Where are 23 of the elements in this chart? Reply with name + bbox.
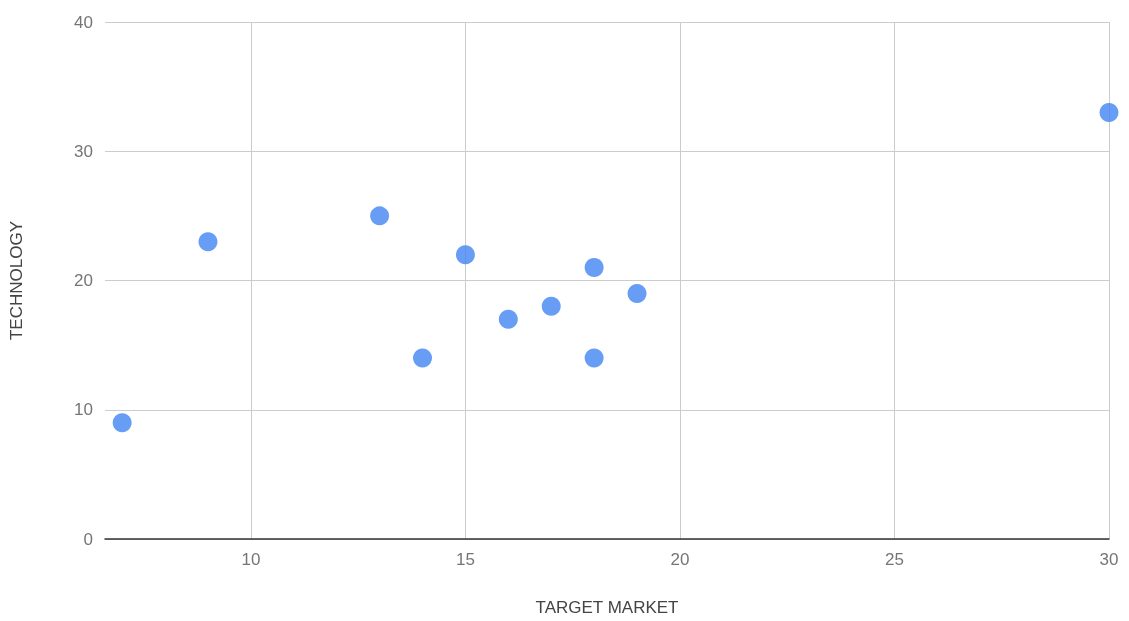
point (498, 309, 518, 329)
point (198, 232, 218, 252)
point (370, 206, 390, 226)
x-tick-label: 25 (885, 550, 904, 569)
y-tick-label: 20 (74, 271, 93, 290)
y-tick-label: 40 (74, 12, 93, 32)
point (541, 296, 561, 316)
y-tick-label: 10 (74, 400, 93, 420)
point (584, 348, 604, 368)
point (112, 413, 132, 433)
point (584, 258, 604, 278)
x-tick-label: 10 (241, 550, 261, 569)
point (455, 245, 475, 265)
x-tick-label: 15 (455, 550, 475, 569)
x-axis-title: TARGET MARKET (535, 598, 679, 617)
point (627, 283, 647, 303)
point (1099, 102, 1119, 122)
y-axis-title: TECHNOLOGY (7, 220, 26, 341)
y-tick-label: 30 (74, 141, 93, 161)
x-tick-label: 30 (1099, 550, 1119, 569)
point (413, 348, 432, 368)
y-tick-label: 0 (83, 529, 93, 549)
x-tick-label: 20 (670, 550, 690, 569)
